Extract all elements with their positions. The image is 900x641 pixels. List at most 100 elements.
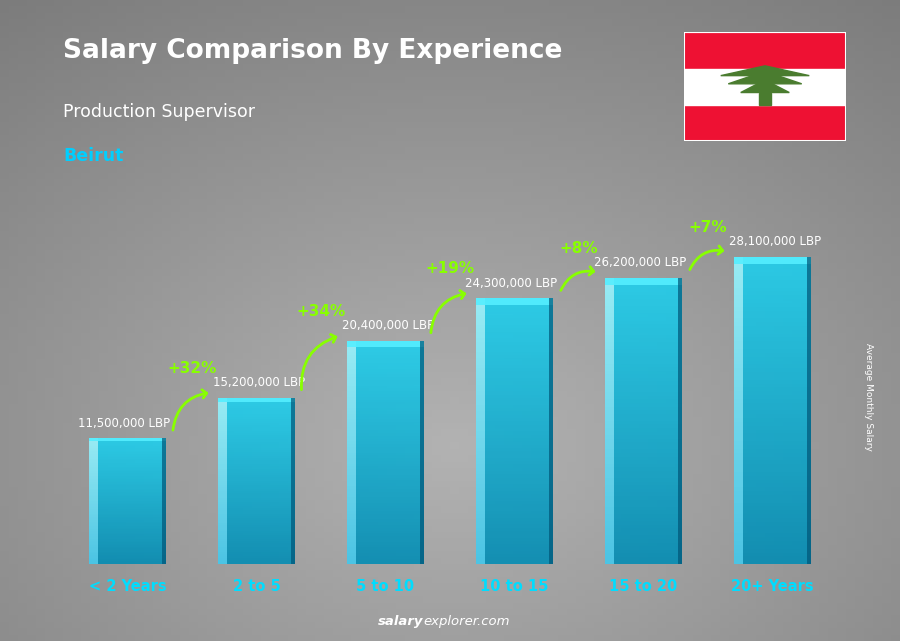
Polygon shape [728, 71, 802, 84]
Bar [218, 495, 295, 497]
Bar [734, 414, 811, 418]
Bar [89, 523, 98, 525]
Bar [218, 554, 295, 556]
Bar [218, 537, 295, 539]
Bar [89, 449, 98, 451]
Bar [346, 399, 356, 403]
Bar [734, 422, 743, 426]
Bar [218, 431, 295, 433]
Bar [605, 489, 614, 492]
Bar [605, 353, 614, 356]
Bar [89, 515, 98, 517]
Bar [218, 516, 295, 519]
Bar [346, 525, 424, 528]
Bar [476, 342, 554, 345]
Bar [218, 460, 227, 462]
Bar [476, 371, 554, 375]
Bar [346, 455, 356, 458]
Bar [549, 298, 554, 564]
Bar [605, 532, 682, 535]
Bar [476, 517, 485, 521]
Bar [734, 449, 743, 453]
Bar [218, 477, 295, 479]
Bar [89, 503, 166, 504]
Bar [218, 547, 227, 549]
Bar [734, 356, 743, 360]
Bar [89, 519, 166, 520]
Bar [476, 474, 485, 478]
Bar [218, 560, 295, 562]
Bar [218, 522, 227, 524]
Bar [346, 481, 424, 483]
Bar [605, 388, 682, 392]
Bar [476, 521, 485, 524]
Bar [605, 370, 682, 374]
Bar [346, 433, 424, 436]
Bar [605, 464, 682, 467]
Bar [89, 476, 166, 478]
Bar [734, 364, 811, 368]
Bar [346, 360, 356, 363]
Bar [605, 385, 682, 388]
Bar [346, 388, 424, 391]
Bar [605, 381, 682, 385]
Bar [346, 397, 424, 399]
Bar [476, 481, 485, 485]
Bar [605, 474, 682, 478]
Bar [89, 494, 166, 495]
Bar [346, 433, 356, 436]
Bar [734, 265, 743, 269]
Bar [218, 464, 227, 467]
Bar [476, 305, 485, 308]
Bar [605, 542, 682, 546]
Bar [346, 533, 356, 536]
Bar [89, 534, 98, 536]
Bar [218, 410, 295, 412]
Bar [476, 561, 554, 564]
Bar [734, 326, 811, 329]
Bar [605, 521, 682, 525]
Bar [476, 308, 554, 312]
Bar [218, 500, 227, 502]
Bar [605, 525, 614, 528]
Bar [218, 447, 295, 450]
Bar [218, 408, 295, 410]
Text: +34%: +34% [296, 304, 346, 319]
Bar [346, 467, 356, 469]
Bar [218, 400, 295, 402]
Bar [89, 478, 166, 479]
Bar [476, 485, 485, 488]
Bar [734, 406, 811, 410]
Bar [346, 430, 356, 433]
Bar [734, 426, 811, 429]
Bar [476, 408, 485, 412]
Bar [218, 552, 227, 554]
Bar [605, 435, 682, 438]
Bar [89, 536, 166, 537]
Bar [346, 349, 424, 352]
Bar [89, 487, 98, 488]
Bar [734, 533, 743, 537]
Bar [218, 560, 227, 562]
Bar [89, 512, 98, 514]
Bar [346, 469, 424, 472]
Bar [346, 545, 356, 547]
Bar [346, 383, 356, 386]
Bar [734, 441, 743, 445]
Bar [476, 319, 485, 322]
Bar [605, 456, 614, 460]
Bar [218, 527, 227, 529]
Bar [476, 491, 554, 494]
Bar [89, 533, 98, 534]
Bar [476, 398, 554, 401]
Bar [734, 526, 811, 529]
Bar [218, 502, 227, 504]
Bar [605, 438, 614, 442]
Bar [605, 557, 682, 560]
Bar [218, 435, 295, 437]
Bar [346, 436, 356, 438]
Bar [218, 556, 295, 558]
Bar [218, 427, 295, 429]
Bar [89, 540, 98, 542]
Bar [346, 397, 356, 399]
